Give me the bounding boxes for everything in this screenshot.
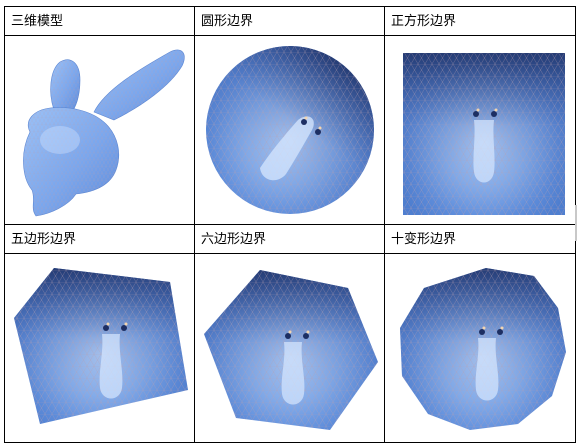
image-row-1 xyxy=(4,35,576,225)
image-cell-pentagon xyxy=(4,253,195,443)
image-row-2 xyxy=(4,253,576,443)
label-3d-model: 三维模型 xyxy=(11,14,64,29)
label-cell-pentagon: 五边形边界 xyxy=(4,224,195,254)
label-cell-3d-model: 三维模型 xyxy=(4,6,195,36)
image-cell-decagon xyxy=(384,253,576,443)
decagon-boundary-mesh-icon xyxy=(400,268,566,430)
label-square-boundary: 正方形边界 xyxy=(391,14,457,29)
label-decagon-boundary: 十变形边界 xyxy=(391,232,457,247)
label-hexagon-boundary: 六边形边界 xyxy=(201,232,267,247)
label-cell-circle: 圆形边界 xyxy=(194,6,385,36)
comparison-table: 三维模型 圆形边界 正方形边界 xyxy=(4,6,576,443)
bunny-3d-model-icon xyxy=(22,49,185,217)
pentagon-boundary-mesh-icon xyxy=(13,268,188,424)
label-pentagon-boundary: 五边形边界 xyxy=(11,232,77,247)
scrollbar-thumb[interactable] xyxy=(575,205,577,241)
image-cell-circle xyxy=(194,35,385,225)
label-row-1: 三维模型 圆形边界 正方形边界 xyxy=(4,6,576,36)
label-cell-square: 正方形边界 xyxy=(384,6,576,36)
label-cell-hexagon: 六边形边界 xyxy=(194,224,385,254)
label-cell-decagon: 十变形边界 xyxy=(384,224,576,254)
image-cell-square xyxy=(384,35,576,225)
label-row-2: 五边形边界 六边形边界 十变形边界 xyxy=(4,224,576,254)
image-cell-hexagon xyxy=(194,253,385,443)
image-cell-3d-model xyxy=(4,35,195,225)
circle-boundary-mesh-icon xyxy=(205,45,374,214)
label-circle-boundary: 圆形边界 xyxy=(201,14,254,29)
hexagon-boundary-mesh-icon xyxy=(203,270,378,430)
square-boundary-mesh-icon xyxy=(403,53,565,215)
